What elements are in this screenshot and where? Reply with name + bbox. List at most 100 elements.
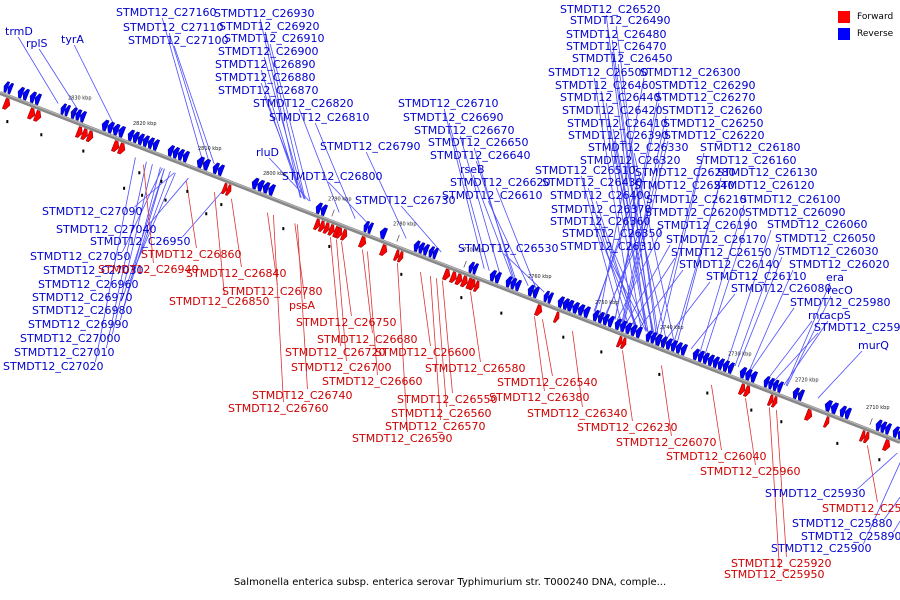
- reverse-gene-arrow: [824, 400, 834, 412]
- marker-feature: [706, 391, 709, 395]
- gene-label: STMDT12_C25930: [765, 487, 866, 500]
- gene-label: STMDT12_C26510: [535, 164, 636, 177]
- gene-label: STMDT12_C26430: [542, 176, 643, 189]
- gene-label: STMDT12_C26040: [666, 450, 767, 463]
- gene-label: rnc: [808, 309, 825, 322]
- marker-feature: [328, 244, 331, 248]
- reverse-gene-arrow: [137, 133, 146, 146]
- forward-gene-arrow: [737, 383, 746, 395]
- forward-gene-arrow: [615, 335, 623, 348]
- gene-label: STMDT12_C25960: [700, 465, 801, 478]
- label-leader: [542, 319, 553, 377]
- gene-label: STMDT12_C26730: [355, 194, 456, 207]
- gene-label: STMDT12_C27050: [30, 250, 131, 263]
- axis-tick-mark: [598, 313, 602, 320]
- forward-gene-arrow: [454, 273, 463, 286]
- gene-label: tyrA: [61, 33, 84, 46]
- gene-label: STMDT12_C26390: [568, 129, 669, 142]
- gene-arrows: [1, 81, 900, 462]
- gene-label: STMDT12_C26900: [218, 45, 319, 58]
- reverse-gene-arrow: [147, 137, 156, 150]
- forward-gene-arrow: [339, 228, 348, 241]
- reverse-gene-arrow: [107, 121, 116, 134]
- gene-label: rplS: [26, 37, 48, 50]
- gene-label: STMDT12_C27100: [128, 34, 229, 47]
- forward-gene-arrow: [80, 128, 88, 141]
- marker-feature: [400, 272, 403, 276]
- forward-gene-arrow: [533, 304, 543, 317]
- forward-gene-arrow: [459, 275, 468, 288]
- gene-label: recO: [827, 284, 853, 297]
- reverse-gene-arrow: [3, 81, 11, 93]
- reverse-gene-arrow: [152, 139, 161, 152]
- marker-feature: [282, 227, 285, 231]
- gene-label: STMDT12_C26880: [215, 71, 316, 84]
- forward-gene-arrow: [441, 268, 451, 281]
- label-leader: [711, 384, 722, 451]
- label-leader: [143, 164, 154, 264]
- forward-gene-arrow: [803, 408, 813, 421]
- axis-line: [0, 91, 900, 444]
- label-leader: [630, 257, 676, 326]
- reverse-gene-arrow: [566, 299, 575, 312]
- reverse-gene-arrow: [697, 350, 706, 363]
- gene-label: STMDT12_C26480: [566, 28, 667, 41]
- forward-gene-arrow: [881, 439, 891, 451]
- gene-label: STMDT12_C26800: [282, 170, 383, 183]
- axis-tick-mark: [266, 184, 270, 192]
- reverse-gene-arrow: [875, 419, 883, 432]
- gene-label: STMDT12_C26940: [98, 263, 199, 276]
- gene-label: STMDT12_C26690: [403, 111, 504, 124]
- axis-tick-label: 2780 kbp: [393, 222, 417, 228]
- label-leader: [734, 243, 780, 367]
- label-leader: [260, 69, 302, 198]
- axis-tick-label: 2810 kbp: [198, 146, 222, 152]
- reverse-gene-arrow: [717, 358, 726, 371]
- label-leader: [430, 275, 441, 421]
- label-leader: [267, 212, 278, 286]
- gene-label: STMDT12_C27040: [56, 223, 157, 236]
- label-leader: [776, 410, 787, 558]
- label-leader: [503, 253, 545, 293]
- gene-label: STMDT12_C26240: [634, 179, 735, 192]
- gene-label: STMDT12_C26750: [296, 316, 397, 329]
- marker-feature: [600, 350, 603, 354]
- label-leader: [231, 198, 242, 268]
- label-leader: [420, 271, 431, 347]
- label-leader: [120, 167, 161, 321]
- gene-label: STMDT12_C26120: [714, 179, 815, 192]
- reverse-gene-arrow: [75, 109, 83, 121]
- label-leader: [614, 102, 660, 320]
- gene-label: STMDT12_C26370: [551, 203, 652, 216]
- forward-gene-arrow: [116, 142, 126, 155]
- reverse-gene-arrow: [830, 402, 840, 415]
- reverse-gene-arrow: [202, 158, 212, 171]
- reverse-gene-arrow: [257, 179, 266, 192]
- axis-tick-label: 2770 kbp: [460, 248, 484, 254]
- reverse-gene-arrow: [367, 222, 375, 235]
- reverse-gene-arrow: [418, 242, 426, 254]
- label-leader: [737, 256, 783, 368]
- reverse-gene-arrow: [315, 202, 324, 215]
- reverse-gene-arrow: [739, 366, 748, 379]
- reverse-gene-arrow: [172, 147, 181, 159]
- gene-label: STMDT12_C26150: [671, 246, 772, 259]
- marker-feature: [836, 441, 839, 445]
- reverse-gene-arrow: [885, 423, 893, 435]
- label-leader: [572, 330, 583, 408]
- reverse-gene-arrow: [768, 377, 776, 390]
- reverse-gene-arrow: [620, 320, 628, 333]
- gene-label: era: [826, 271, 844, 284]
- gene-label: rluD: [256, 146, 279, 159]
- gene-label: pssA: [289, 299, 315, 312]
- reverse-gene-arrow: [182, 150, 191, 163]
- label-leader: [785, 282, 831, 386]
- reverse-gene-arrow: [217, 164, 226, 177]
- gene-label: STMDT12_C26560: [391, 407, 492, 420]
- gene-label: STMDT12_C26990: [28, 318, 129, 331]
- marker-feature: [750, 408, 753, 412]
- gene-label: STMDT12_C26640: [430, 149, 531, 162]
- forward-gene-arrow: [552, 311, 560, 324]
- label-leader: [436, 278, 447, 408]
- reverse-gene-arrow: [142, 135, 151, 148]
